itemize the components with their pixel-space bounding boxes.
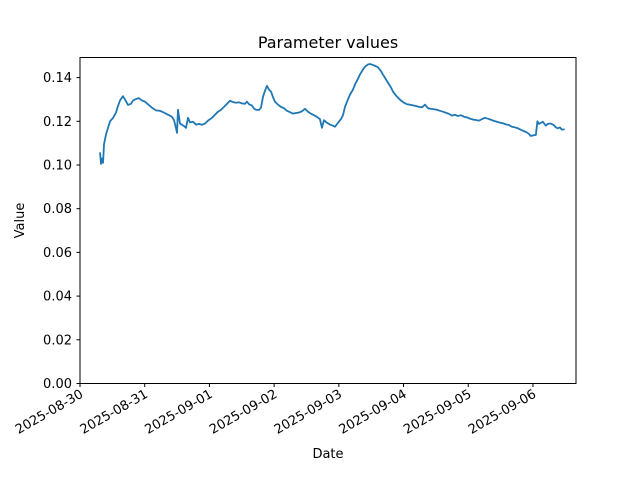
plot-border xyxy=(79,57,577,384)
y-tick-label: 0.14 xyxy=(43,71,72,86)
data-line xyxy=(99,63,565,165)
x-tick-label: 2025-09-01 xyxy=(142,387,215,438)
y-tick-label: 0.04 xyxy=(43,290,72,305)
x-tick-label: 2025-08-31 xyxy=(78,387,151,438)
x-tick-label: 2025-09-02 xyxy=(207,387,280,438)
y-axis-ticks: 0.00 0.02 0.04 0.06 0.08 0.10 0.12 0.14 xyxy=(43,71,80,392)
y-tick-label: 0.10 xyxy=(43,159,72,174)
x-axis-ticks: 2025-08-302025-08-312025-09-012025-09-02… xyxy=(13,383,539,438)
y-axis-label: Value xyxy=(13,203,28,239)
y-tick-label: 0.06 xyxy=(43,246,72,261)
y-tick-label: 0.00 xyxy=(43,377,72,392)
y-tick-label: 0.12 xyxy=(43,115,72,130)
y-tick-label: 0.08 xyxy=(43,202,72,217)
x-tick-label: 2025-09-03 xyxy=(272,387,345,438)
x-axis-label: Date xyxy=(312,447,343,462)
x-tick-label: 2025-09-06 xyxy=(466,387,539,438)
chart-title: Parameter values xyxy=(258,33,398,52)
x-tick-label: 2025-09-05 xyxy=(401,387,474,438)
x-tick-label: 2025-09-04 xyxy=(337,387,410,438)
x-tick-label: 2025-08-30 xyxy=(13,387,86,438)
y-tick-label: 0.02 xyxy=(43,333,72,348)
